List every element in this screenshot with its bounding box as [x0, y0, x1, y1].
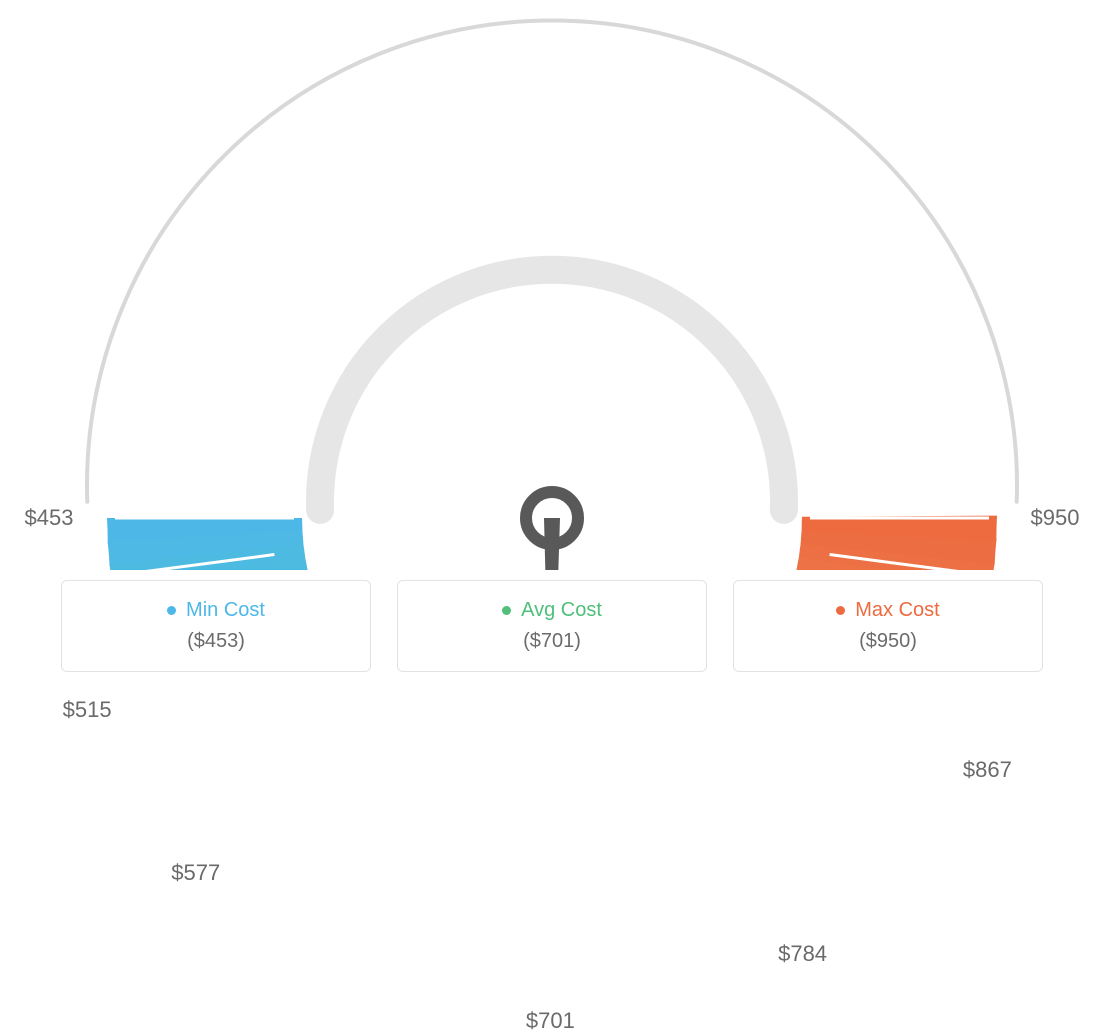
- legend-title-max: Max Cost: [836, 599, 939, 622]
- gauge-tick-label: $950: [1031, 505, 1080, 531]
- legend-value-max: ($950): [859, 630, 917, 653]
- legend-card-avg: Avg Cost ($701): [397, 580, 707, 672]
- gauge-tick-label: $701: [526, 1008, 575, 1034]
- dot-icon: [167, 606, 176, 615]
- gauge-svg: [0, 0, 1104, 570]
- legend-label: Min Cost: [186, 599, 265, 622]
- legend-title-avg: Avg Cost: [502, 599, 602, 622]
- gauge-inner-ring: [320, 270, 784, 510]
- gauge-tick-label: $453: [25, 505, 74, 531]
- gauge-tick-label: $577: [171, 860, 220, 886]
- dot-icon: [836, 606, 845, 615]
- gauge-chart: $453$515$577$701$784$867$950: [0, 0, 1104, 570]
- legend-value-avg: ($701): [523, 630, 581, 653]
- legend-card-max: Max Cost ($950): [733, 580, 1043, 672]
- gauge-tick-label: $515: [63, 697, 112, 723]
- legend-card-min: Min Cost ($453): [61, 580, 371, 672]
- dot-icon: [502, 606, 511, 615]
- legend-label: Max Cost: [855, 599, 939, 622]
- legend-row: Min Cost ($453) Avg Cost ($701) Max Cost…: [0, 580, 1104, 672]
- legend-label: Avg Cost: [521, 599, 602, 622]
- legend-value-min: ($453): [187, 630, 245, 653]
- legend-title-min: Min Cost: [167, 599, 265, 622]
- gauge-tick-label: $867: [963, 757, 1012, 783]
- gauge-tick-label: $784: [778, 941, 827, 967]
